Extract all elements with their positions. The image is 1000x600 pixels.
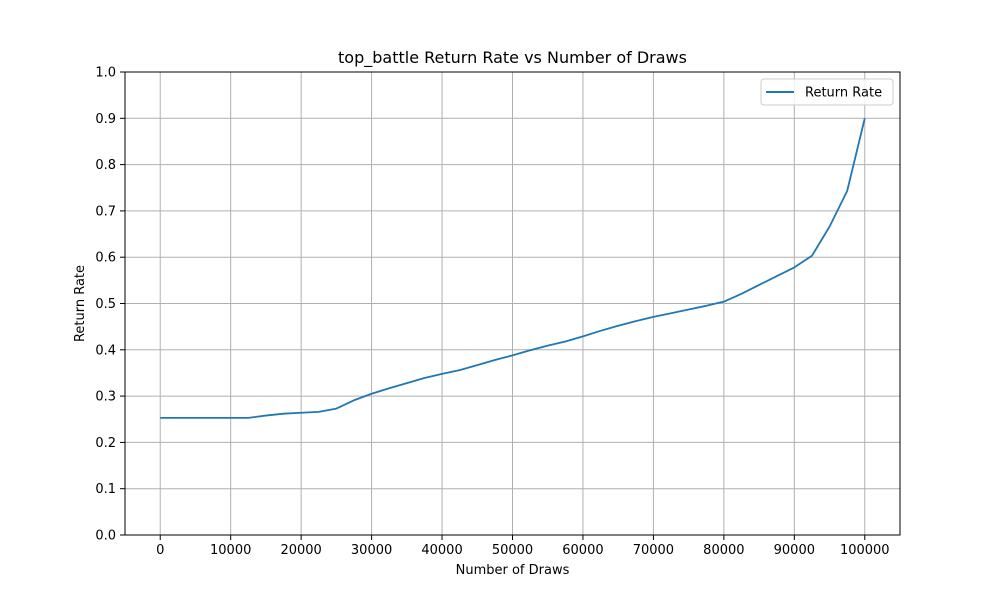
x-tick-label: 80000 xyxy=(703,543,744,558)
y-tick-label: 0.4 xyxy=(95,343,116,358)
y-tick-label: 0.3 xyxy=(95,390,116,405)
y-tick-label: 0.0 xyxy=(95,529,116,544)
y-tick-label: 0.2 xyxy=(95,436,116,451)
chart-title: top_battle Return Rate vs Number of Draw… xyxy=(338,48,687,68)
x-tick-label: 60000 xyxy=(562,543,603,558)
y-tick-label: 0.7 xyxy=(95,204,116,219)
x-tick-label: 50000 xyxy=(492,543,533,558)
legend-box xyxy=(760,78,894,106)
y-tick-label: 0.5 xyxy=(95,297,116,312)
x-tick-label: 100000 xyxy=(840,543,890,558)
x-tick-label: 20000 xyxy=(280,543,321,558)
y-tick-label: 0.6 xyxy=(95,251,116,266)
x-tick-label: 90000 xyxy=(774,543,815,558)
y-tick-label: 1.0 xyxy=(95,66,116,81)
x-tick-label: 70000 xyxy=(633,543,674,558)
legend: Return Rate xyxy=(760,78,894,106)
x-tick-label: 10000 xyxy=(210,543,251,558)
x-tick-label: 0 xyxy=(156,543,164,558)
y-tick-label: 0.9 xyxy=(95,112,116,127)
y-axis-label: Return Rate xyxy=(73,265,88,342)
series-layer xyxy=(160,118,866,419)
legend-label: Return Rate xyxy=(805,86,882,101)
ticks-layer: 0 10000 20000 30000 40000 50000 60000 70000 8000… xyxy=(95,66,889,559)
y-tick-label: 0.1 xyxy=(95,482,116,497)
series-line-return-rate xyxy=(160,118,866,419)
x-axis-label: Number of Draws xyxy=(456,563,570,578)
plot-area-frame xyxy=(124,71,901,536)
x-tick-label: 40000 xyxy=(421,543,462,558)
x-tick-label: 30000 xyxy=(351,543,392,558)
y-tick-label: 0.8 xyxy=(95,158,116,173)
